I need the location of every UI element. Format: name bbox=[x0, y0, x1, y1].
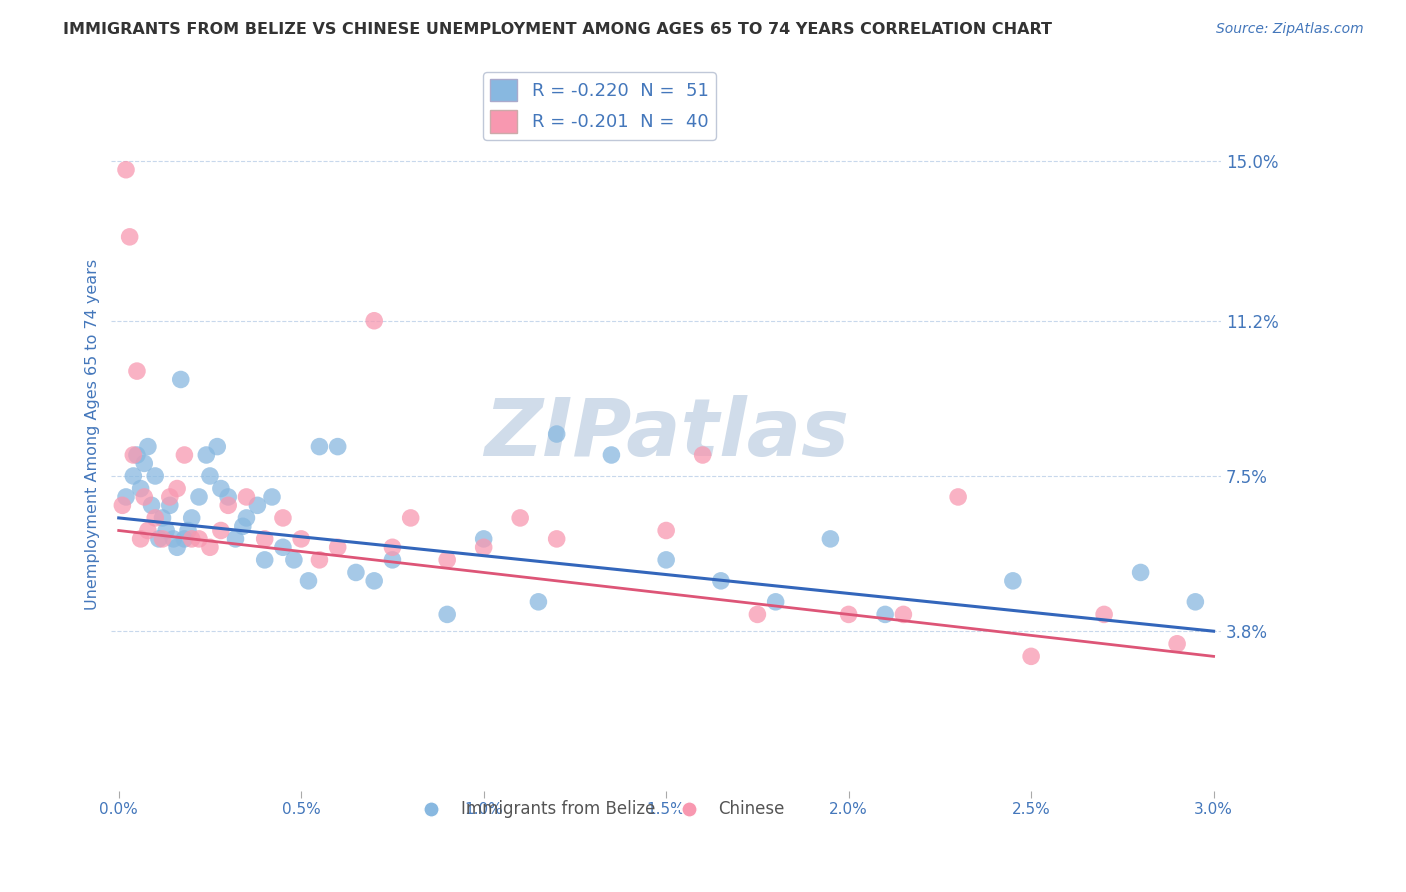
Point bbox=[253, 553, 276, 567]
Point bbox=[134, 456, 156, 470]
Point bbox=[765, 595, 787, 609]
Point bbox=[838, 607, 860, 622]
Point bbox=[173, 532, 195, 546]
Point bbox=[893, 607, 915, 622]
Point bbox=[600, 448, 623, 462]
Point bbox=[820, 532, 842, 546]
Point bbox=[1129, 566, 1152, 580]
Point bbox=[246, 499, 269, 513]
Point bbox=[143, 511, 166, 525]
Point bbox=[436, 607, 458, 622]
Point bbox=[1184, 595, 1206, 609]
Point bbox=[188, 490, 211, 504]
Point bbox=[209, 482, 232, 496]
Point bbox=[655, 553, 678, 567]
Point bbox=[344, 566, 367, 580]
Point bbox=[747, 607, 769, 622]
Point bbox=[235, 490, 257, 504]
Text: ZIPatlas: ZIPatlas bbox=[484, 395, 849, 473]
Point bbox=[125, 364, 148, 378]
Legend: Immigrants from Belize, Chinese: Immigrants from Belize, Chinese bbox=[408, 794, 792, 825]
Point bbox=[198, 541, 221, 555]
Point bbox=[436, 553, 458, 567]
Point bbox=[195, 448, 218, 462]
Point bbox=[136, 524, 159, 538]
Point bbox=[472, 532, 495, 546]
Point bbox=[527, 595, 550, 609]
Point bbox=[381, 541, 404, 555]
Point bbox=[209, 524, 232, 538]
Point bbox=[363, 574, 385, 588]
Point bbox=[271, 511, 294, 525]
Point bbox=[111, 499, 134, 513]
Point bbox=[180, 532, 202, 546]
Point bbox=[326, 440, 349, 454]
Point bbox=[155, 524, 177, 538]
Point bbox=[297, 574, 319, 588]
Point bbox=[177, 524, 200, 538]
Point bbox=[118, 230, 141, 244]
Point bbox=[271, 541, 294, 555]
Point bbox=[1166, 637, 1188, 651]
Point bbox=[217, 499, 239, 513]
Point bbox=[1001, 574, 1024, 588]
Point bbox=[260, 490, 283, 504]
Point bbox=[115, 490, 138, 504]
Point bbox=[217, 490, 239, 504]
Point bbox=[180, 511, 202, 525]
Point bbox=[235, 511, 257, 525]
Point bbox=[188, 532, 211, 546]
Point bbox=[173, 448, 195, 462]
Point bbox=[129, 482, 152, 496]
Point bbox=[207, 440, 229, 454]
Point bbox=[143, 469, 166, 483]
Point bbox=[509, 511, 531, 525]
Point bbox=[125, 448, 148, 462]
Point bbox=[875, 607, 897, 622]
Point bbox=[224, 532, 246, 546]
Text: IMMIGRANTS FROM BELIZE VS CHINESE UNEMPLOYMENT AMONG AGES 65 TO 74 YEARS CORRELA: IMMIGRANTS FROM BELIZE VS CHINESE UNEMPL… bbox=[63, 22, 1052, 37]
Point bbox=[363, 314, 385, 328]
Point bbox=[546, 532, 568, 546]
Y-axis label: Unemployment Among Ages 65 to 74 years: Unemployment Among Ages 65 to 74 years bbox=[86, 259, 100, 609]
Point bbox=[129, 532, 152, 546]
Point bbox=[232, 519, 254, 533]
Point bbox=[134, 490, 156, 504]
Point bbox=[692, 448, 714, 462]
Point bbox=[136, 440, 159, 454]
Point bbox=[159, 499, 181, 513]
Point bbox=[253, 532, 276, 546]
Point bbox=[152, 511, 174, 525]
Point bbox=[290, 532, 312, 546]
Point bbox=[141, 499, 163, 513]
Point bbox=[166, 482, 188, 496]
Point bbox=[710, 574, 733, 588]
Point bbox=[166, 541, 188, 555]
Point bbox=[308, 553, 330, 567]
Point bbox=[198, 469, 221, 483]
Point bbox=[1019, 649, 1042, 664]
Text: Source: ZipAtlas.com: Source: ZipAtlas.com bbox=[1216, 22, 1364, 37]
Point bbox=[115, 162, 138, 177]
Point bbox=[122, 448, 145, 462]
Point bbox=[946, 490, 969, 504]
Point bbox=[122, 469, 145, 483]
Point bbox=[326, 541, 349, 555]
Point bbox=[170, 372, 193, 386]
Point bbox=[159, 490, 181, 504]
Point bbox=[148, 532, 170, 546]
Point bbox=[1092, 607, 1115, 622]
Point bbox=[655, 524, 678, 538]
Point bbox=[381, 553, 404, 567]
Point bbox=[308, 440, 330, 454]
Point bbox=[152, 532, 174, 546]
Point bbox=[162, 532, 184, 546]
Point bbox=[546, 427, 568, 442]
Point bbox=[283, 553, 305, 567]
Point bbox=[472, 541, 495, 555]
Point bbox=[399, 511, 422, 525]
